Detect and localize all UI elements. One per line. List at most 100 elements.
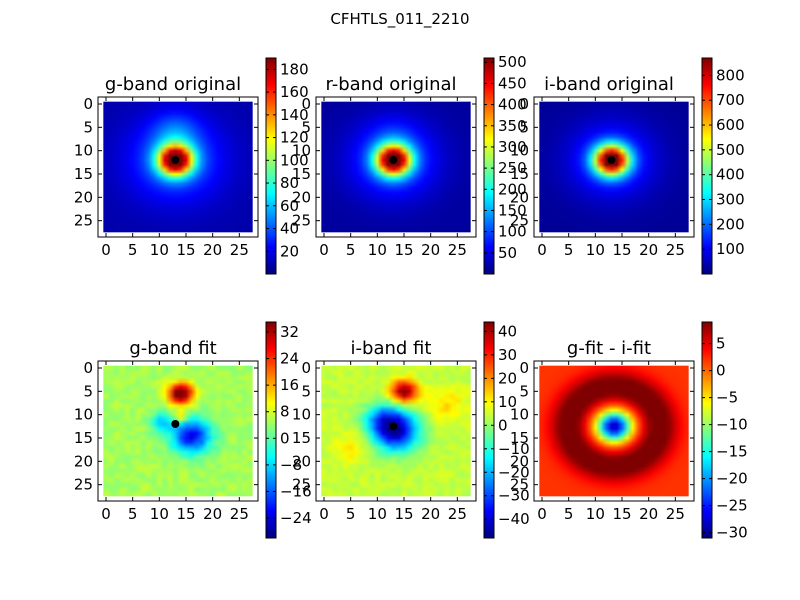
x-tick-label: 25 [230,505,249,523]
x-tick-label: 5 [564,505,574,523]
x-tick-label: 0 [101,505,111,523]
y-tick-label: 5 [83,382,93,400]
y-tick-label: 10 [292,406,311,424]
x-tick-label: 15 [394,241,413,259]
colorbar [483,57,495,275]
colorbar-tick-label: 300 [716,191,745,209]
y-tick-label: 0 [83,95,93,113]
colorbar-tick-label: 24 [280,350,299,368]
axes-frame [97,360,259,502]
x-tick-label: 25 [666,241,685,259]
colorbar-tick-label: 200 [716,215,745,233]
colorbar-tick-label: 300 [498,138,527,156]
x-tick-label: 15 [176,505,195,523]
colorbar-tick-label: 60 [280,197,299,215]
x-tick-label: 20 [639,505,658,523]
x-tick-label: 10 [368,241,387,259]
y-tick-label: 25 [510,212,529,230]
x-tick-label: 15 [394,505,413,523]
y-tick-label: 20 [292,452,311,470]
colorbar-tick-label: −20 [716,470,748,488]
y-tick-label: 15 [292,429,311,447]
colorbar-tick-label: −10 [716,416,748,434]
x-tick-label: 15 [612,241,631,259]
colorbar-tick-label: −25 [716,497,748,515]
colorbar-tick-label: 32 [280,323,299,341]
colorbar-tick-label: 80 [280,174,299,192]
panel-title: i-band original [544,74,674,95]
colorbar-tick-label: −8 [280,456,302,474]
x-tick-label: 5 [346,241,356,259]
axes-frame [533,96,695,238]
heatmap-image [321,101,471,233]
y-tick-label: 0 [83,359,93,377]
colorbar-tick-label: −5 [716,389,738,407]
heatmap-image [539,365,689,497]
y-tick-label: 10 [510,406,529,424]
y-tick-label: 10 [510,142,529,160]
y-tick-label: 5 [83,118,93,136]
x-tick-label: 20 [203,241,222,259]
colorbar-tick-label: 8 [280,403,290,421]
colorbar-tick-label: 40 [498,322,517,340]
colorbar-tick-label: 500 [716,141,745,159]
colorbar-tick-label: −10 [498,440,530,458]
y-tick-label: 10 [74,406,93,424]
colorbar-tick-label: 50 [498,244,517,262]
y-tick-label: 15 [74,429,93,447]
x-tick-label: 10 [586,241,605,259]
y-tick-label: 25 [74,212,93,230]
colorbar-tick-label: −20 [498,463,530,481]
y-tick-label: 15 [510,165,529,183]
colorbar [483,321,495,539]
x-tick-label: 5 [128,241,138,259]
colorbar-tick-label: 5 [716,335,726,353]
colorbar-tick-label: 30 [498,346,517,364]
colorbar-tick-label: −15 [716,443,748,461]
colorbar-tick-label: −30 [498,487,530,505]
y-tick-label: 10 [292,142,311,160]
colorbar-tick-label: 100 [280,151,309,169]
x-tick-label: 5 [346,505,356,523]
axes-frame [533,360,695,502]
y-tick-label: 5 [519,118,529,136]
axes-frame [315,360,477,502]
colorbar-tick-label: −40 [498,510,530,528]
y-tick-label: 20 [510,188,529,206]
x-tick-label: 20 [639,241,658,259]
panel-title: r-band original [325,74,456,95]
x-tick-label: 25 [448,241,467,259]
colorbar-tick-label: −16 [280,482,312,500]
y-tick-label: 20 [510,452,529,470]
colorbar [701,57,713,275]
x-tick-label: 0 [101,241,111,259]
colorbar-tick-label: −30 [716,524,748,542]
y-tick-label: 0 [519,359,529,377]
colorbar [265,57,277,275]
y-tick-label: 5 [519,382,529,400]
y-tick-label: 20 [292,188,311,206]
colorbar-tick-label: 100 [716,240,745,258]
x-tick-label: 0 [537,241,547,259]
colorbar-tick-label: 20 [280,242,299,260]
colorbar-tick-label: 200 [498,180,527,198]
y-tick-label: 5 [301,118,311,136]
colorbar-tick-label: 0 [716,362,726,380]
x-tick-label: 25 [230,241,249,259]
colorbar-tick-label: 0 [498,416,508,434]
colorbar-tick-label: 600 [716,116,745,134]
y-tick-label: 0 [519,95,529,113]
y-tick-label: 0 [301,359,311,377]
colorbar-tick-label: 500 [498,53,527,71]
colorbar-tick-label: 100 [498,223,527,241]
panel-title: g-fit - i-fit [567,338,651,359]
x-tick-label: 0 [537,505,547,523]
y-tick-label: 25 [510,476,529,494]
center-marker [607,156,616,164]
